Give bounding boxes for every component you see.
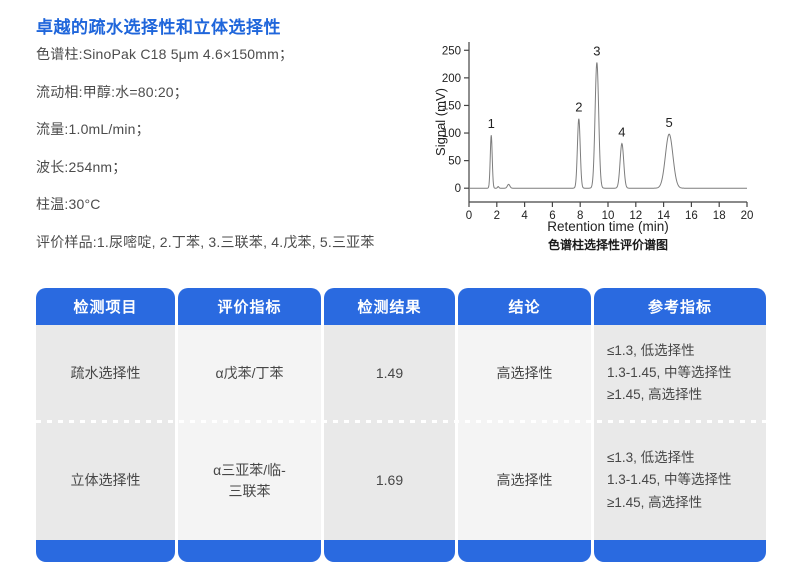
reference-line: ≥1.45, 高选择性: [607, 494, 703, 510]
svg-text:200: 200: [442, 73, 461, 85]
svg-text:20: 20: [741, 210, 754, 222]
reference-line: 1.3-1.45, 中等选择性: [607, 364, 732, 380]
svg-text:2: 2: [494, 210, 500, 222]
svg-text:10: 10: [602, 210, 615, 222]
cell-indicator-1: α戊苯/丁苯: [178, 325, 321, 421]
row-divider-dashed: [36, 420, 766, 423]
svg-text:100: 100: [442, 128, 461, 140]
chromatogram-chart: 0 50 100 150 200 250 0 2 4 6 8 10 12 14 16 18 20 1 2 3 4 5 Sig…: [425, 32, 785, 260]
footer-cap: [324, 540, 455, 562]
indicator-line-1: α戊苯/丁苯: [215, 364, 284, 381]
svg-text:150: 150: [442, 100, 461, 112]
condition-flow-rate: 流量:1.0mL/min；: [36, 121, 150, 137]
cell-conclusion-1: 高选择性: [458, 325, 591, 421]
svg-text:5: 5: [666, 115, 673, 130]
header-reference: 参考指标: [594, 288, 766, 325]
cell-result-2: 1.69: [324, 421, 455, 540]
cell-item-1: 疏水选择性: [36, 325, 175, 421]
svg-text:Signal (mV): Signal (mV): [433, 88, 448, 156]
header-result: 检测结果: [324, 288, 455, 325]
footer-cap: [594, 540, 766, 562]
cell-item-2: 立体选择性: [36, 421, 175, 540]
svg-text:14: 14: [657, 210, 670, 222]
svg-text:50: 50: [448, 156, 461, 168]
svg-text:250: 250: [442, 45, 461, 57]
table-header-row: 检测项目 评价指标 检测结果 结论 参考指标: [36, 288, 766, 325]
footer-cap: [36, 540, 175, 562]
svg-text:18: 18: [713, 210, 726, 222]
indicator-line-1: α三亚苯/临-: [213, 461, 286, 478]
evaluation-table: 检测项目 评价指标 检测结果 结论 参考指标 疏水选择性 α戊苯/丁苯 1.49…: [36, 288, 766, 562]
condition-wavelength: 波长:254nm；: [36, 158, 127, 175]
svg-text:16: 16: [685, 210, 698, 222]
condition-list: 色谱柱:SinoPak C18 5μm 4.6×150mm； 流动相:甲醇:水=…: [36, 36, 375, 261]
condition-column: 色谱柱:SinoPak C18 5μm 4.6×150mm；: [36, 46, 294, 62]
cell-reference-1: ≤1.3, 低选择性 1.3-1.45, 中等选择性 ≥1.45, 高选择性: [594, 325, 766, 421]
svg-text:3: 3: [593, 43, 600, 58]
cell-result-1: 1.49: [324, 325, 455, 421]
footer-cap: [458, 540, 591, 562]
condition-mobile-phase: 流动相:甲醇:水=80:20；: [36, 83, 188, 100]
table-body: 疏水选择性 α戊苯/丁苯 1.49 高选择性 ≤1.3, 低选择性 1.3-1.…: [36, 325, 766, 540]
svg-text:0: 0: [455, 183, 461, 195]
svg-text:0: 0: [466, 210, 472, 222]
header-indicator: 评价指标: [178, 288, 321, 325]
cell-indicator-2: α三亚苯/临- 三联苯: [178, 421, 321, 540]
svg-text:1: 1: [488, 116, 495, 131]
header-conclusion: 结论: [458, 288, 591, 325]
header-item: 检测项目: [36, 288, 175, 325]
reference-line: ≤1.3, 低选择性: [607, 342, 695, 358]
svg-text:2: 2: [575, 100, 582, 115]
cell-conclusion-2: 高选择性: [458, 421, 591, 540]
page-title: 卓越的疏水选择性和立体选择性: [36, 18, 281, 37]
svg-text:12: 12: [629, 210, 642, 222]
svg-text:Retention time (min): Retention time (min): [547, 219, 669, 234]
condition-temperature: 柱温:30°C: [36, 196, 101, 212]
chart-caption: 色谱柱选择性评价谱图: [548, 237, 668, 252]
svg-text:4: 4: [618, 125, 625, 140]
cell-reference-2: ≤1.3, 低选择性 1.3-1.45, 中等选择性 ≥1.45, 高选择性: [594, 421, 766, 540]
reference-line: ≥1.45, 高选择性: [607, 387, 703, 403]
svg-text:8: 8: [577, 210, 583, 222]
indicator-line-2: 三联苯: [228, 482, 271, 499]
footer-cap: [178, 540, 321, 562]
condition-samples: 评价样品:1.尿嘧啶, 2.丁苯, 3.三联苯, 4.戊苯, 5.三亚苯: [36, 233, 375, 250]
table-footer-row: [36, 540, 766, 562]
svg-text:4: 4: [521, 210, 528, 222]
reference-line: 1.3-1.45, 中等选择性: [607, 472, 732, 488]
svg-text:6: 6: [549, 210, 555, 222]
reference-line: ≤1.3, 低选择性: [607, 450, 695, 466]
